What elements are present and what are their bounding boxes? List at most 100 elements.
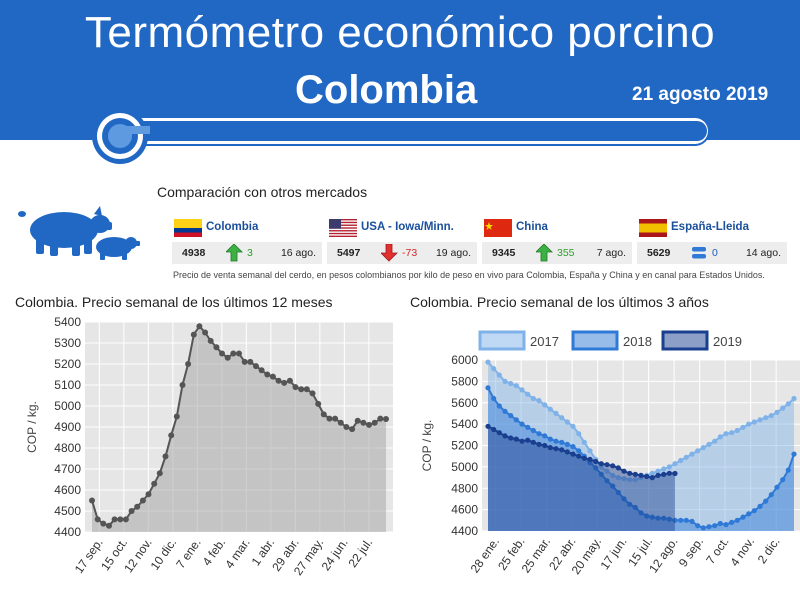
x-tick-label: 4 nov. — [727, 535, 757, 569]
series-2017-point — [570, 423, 576, 429]
price-12m-point — [162, 453, 169, 460]
price-12m-point — [224, 354, 231, 361]
market-values: 5497 -73 19 ago. — [327, 242, 477, 264]
series-2019-point — [485, 423, 491, 429]
series-2018-point — [536, 431, 542, 437]
series-2018-point — [530, 427, 536, 434]
series-2019-point — [621, 468, 627, 474]
price-12m-point — [371, 419, 378, 426]
x-tick-label: 28 ene. — [468, 535, 502, 576]
pigs-icon — [18, 206, 140, 260]
series-2017-point — [530, 395, 536, 402]
legend-swatch — [661, 330, 709, 351]
series-2019-point — [632, 471, 638, 477]
series-2017-point — [649, 470, 655, 476]
series-2017-point — [729, 430, 735, 436]
series-2019-point — [513, 436, 519, 442]
series-2017-point — [723, 431, 729, 437]
series-2017-point — [547, 406, 553, 412]
series-2017-point — [706, 441, 712, 447]
series-2018-point — [757, 503, 763, 509]
series-2017-point — [581, 439, 587, 445]
y-tick-label: 5200 — [54, 357, 81, 371]
series-2017-point — [610, 472, 616, 478]
series-2019-point — [570, 451, 576, 457]
y-tick-label: 4800 — [54, 441, 81, 455]
series-2017-point — [740, 424, 746, 430]
series-2017-point — [604, 468, 610, 474]
series-2018-point — [700, 525, 706, 531]
market-header: Colombia — [172, 216, 322, 238]
legend-swatch — [571, 330, 619, 351]
equal-icon — [692, 247, 706, 259]
series-2019-point — [638, 472, 644, 478]
x-tick-label: 24 jun. — [319, 536, 351, 574]
footnote: Precio de venta semanal del cerdo, en pe… — [173, 270, 765, 280]
series-2018-point — [519, 421, 525, 427]
price-12m-point — [292, 384, 299, 391]
market-date: 19 ago. — [435, 247, 471, 259]
price-12m-point — [309, 390, 316, 397]
china-flag — [484, 219, 512, 237]
y-tick-label: 5600 — [451, 396, 478, 410]
series-2017-point — [785, 401, 791, 407]
series-2017-point — [508, 380, 514, 387]
series-2017-point — [751, 419, 757, 425]
series-2017-point — [717, 434, 723, 440]
market-header: USA - Iowa/Minn. — [327, 216, 477, 238]
series-2018-point — [678, 517, 684, 523]
series-2018-point — [740, 514, 746, 520]
series-2017-point — [672, 461, 678, 467]
price-12m-point — [303, 386, 310, 393]
x-tick-label: 9 sep. — [676, 535, 706, 570]
series-2017-point — [780, 405, 786, 411]
market-values: 5629 0 14 ago. — [637, 242, 787, 264]
series-2018-point — [763, 498, 769, 504]
series-2017-point — [519, 387, 525, 393]
series-2017-point — [700, 445, 706, 451]
series-2018-point — [508, 413, 514, 419]
arrow-up-icon — [226, 244, 243, 262]
y-tick-label: 5400 — [451, 417, 478, 431]
series-2017-point — [661, 466, 667, 472]
series-2019-point — [576, 453, 582, 459]
series-2019-point — [542, 442, 548, 449]
price-12m-point — [122, 516, 129, 523]
series-2017-point — [491, 366, 497, 372]
series-2019-point — [525, 437, 531, 443]
price-12m-point — [343, 424, 350, 430]
price-12m-point — [106, 522, 112, 529]
y-tick-label: 4800 — [451, 481, 478, 495]
series-2017-area — [488, 362, 794, 531]
usa-flag — [329, 219, 357, 237]
y-axis-label: COP / kg. — [25, 401, 39, 453]
price-12m-point — [89, 497, 95, 504]
y-tick-label: 5800 — [451, 374, 478, 388]
market-change: 355 — [557, 247, 575, 259]
series-2018-point — [593, 465, 599, 471]
price-12m-point — [241, 358, 248, 365]
chart-12-months: 4400 4500 4600 4700 4800 4900 5000 5100 5200 5300… — [25, 315, 393, 578]
price-12m-point — [117, 516, 124, 523]
market-card: Colombia 4938 3 16 ago. — [172, 216, 322, 264]
y-tick-label: 4600 — [54, 483, 81, 497]
price-12m-point — [168, 432, 175, 439]
series-2018-point — [644, 513, 650, 519]
x-tick-label: 17 jun. — [597, 535, 629, 573]
series-2017-point — [632, 477, 638, 483]
series-2017-point — [689, 451, 695, 457]
series-2018-point — [610, 483, 616, 489]
y-tick-label: 5000 — [451, 460, 478, 474]
series-2019-point — [496, 430, 502, 436]
series-2019-point — [564, 449, 570, 455]
series-2019-point — [672, 470, 678, 477]
series-2019-area — [488, 426, 675, 531]
series-2017-point — [678, 457, 684, 464]
y-tick-label: 4600 — [451, 503, 478, 517]
series-2018-point — [712, 523, 718, 529]
price-12m-point — [286, 377, 293, 384]
series-2018-point — [729, 519, 735, 525]
y-axis-label: COP / kg. — [420, 420, 434, 472]
price-12m-point — [100, 520, 107, 527]
price-12m-point — [190, 331, 197, 338]
